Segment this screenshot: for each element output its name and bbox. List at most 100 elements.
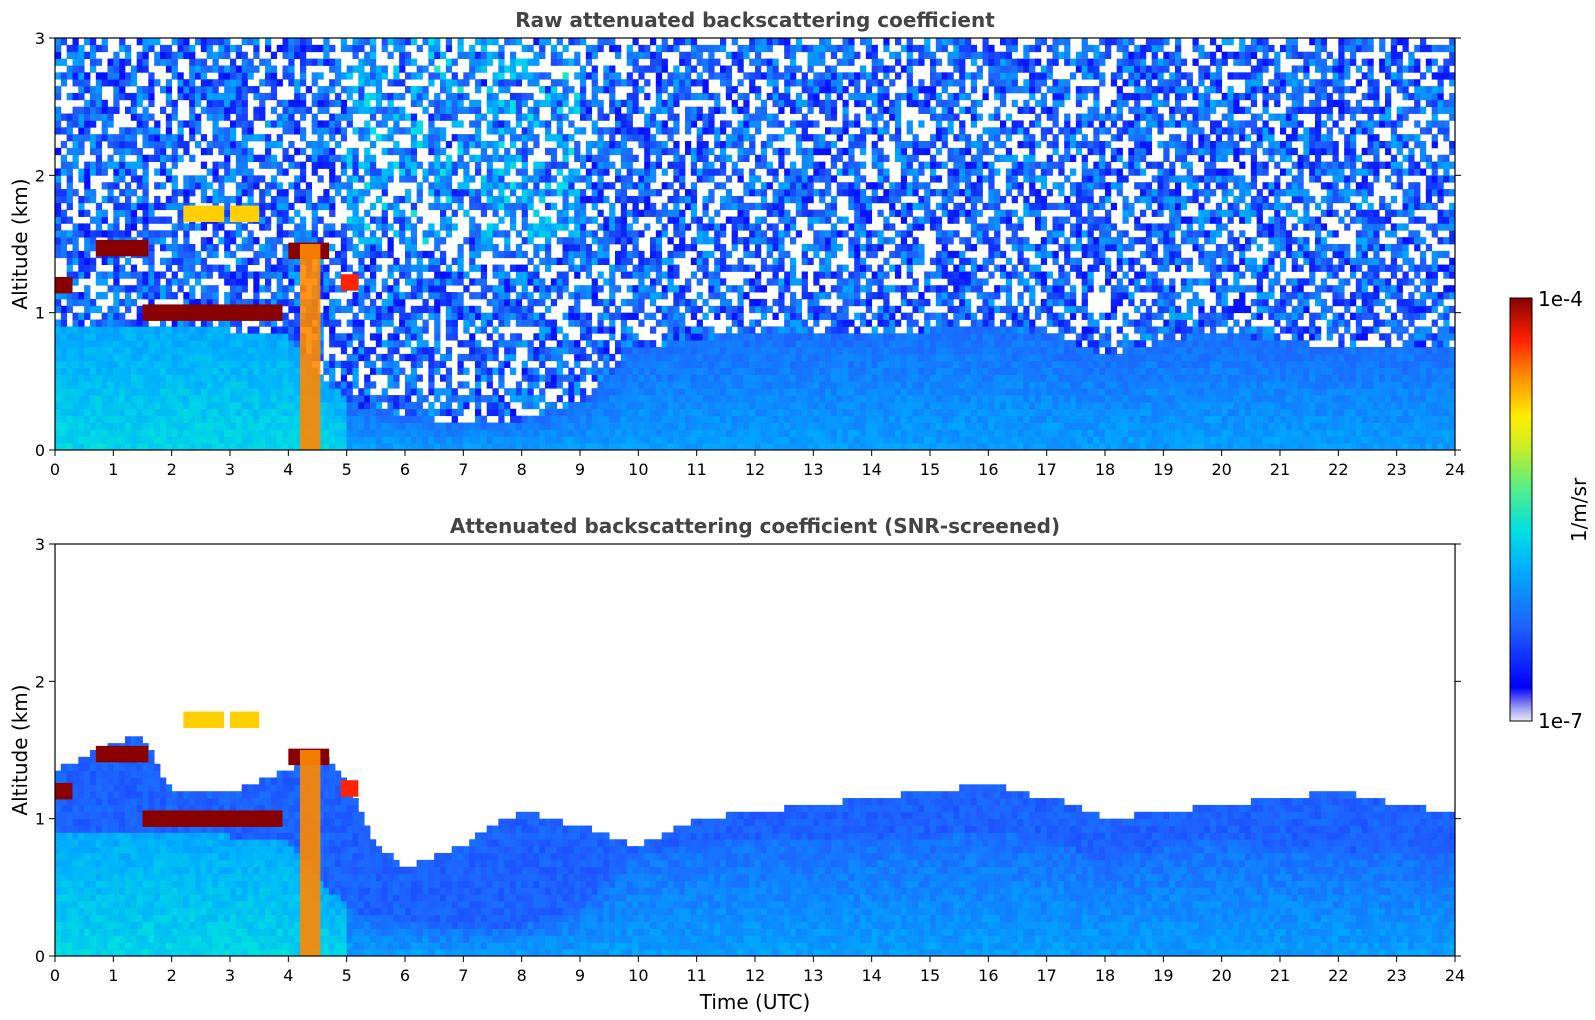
heatmap-cell bbox=[620, 154, 628, 162]
heatmap-cell bbox=[539, 168, 546, 176]
heatmap-cell bbox=[375, 264, 383, 272]
heatmap-cell bbox=[317, 120, 324, 128]
heatmap-cell bbox=[615, 312, 622, 320]
heatmap-cell bbox=[720, 340, 727, 348]
heatmap-cell bbox=[445, 99, 453, 108]
heatmap-cell bbox=[492, 340, 499, 348]
heatmap-cell bbox=[370, 429, 377, 437]
heatmap-cell bbox=[550, 429, 558, 437]
heatmap-cell bbox=[352, 401, 359, 410]
heatmap-cell bbox=[451, 278, 458, 286]
heatmap-cell bbox=[650, 209, 657, 217]
heatmap-cell bbox=[317, 408, 324, 417]
heatmap-cell bbox=[667, 360, 674, 368]
heatmap-cell bbox=[119, 209, 126, 217]
heatmap-cell bbox=[136, 86, 143, 94]
heatmap-cell bbox=[615, 374, 622, 382]
heatmap-cell bbox=[352, 65, 359, 73]
heatmap-cell bbox=[317, 415, 324, 423]
heatmap-cell bbox=[189, 175, 196, 183]
heatmap-cell bbox=[224, 216, 231, 224]
heatmap-cell bbox=[288, 51, 295, 59]
heatmap-cell bbox=[171, 401, 178, 410]
heatmap-cell bbox=[539, 388, 546, 396]
heatmap-cell bbox=[294, 127, 301, 135]
heatmap-cell bbox=[440, 250, 447, 259]
heatmap-cell bbox=[638, 141, 645, 149]
heatmap-cell bbox=[224, 230, 231, 238]
heatmap-cell bbox=[177, 333, 184, 341]
heatmap-cell bbox=[55, 305, 62, 314]
heatmap-cell bbox=[130, 360, 138, 368]
heatmap-cell bbox=[113, 216, 120, 224]
heatmap-cell bbox=[282, 106, 289, 114]
heatmap-cell bbox=[504, 347, 511, 355]
heatmap-cell bbox=[591, 257, 598, 265]
heatmap-cell bbox=[125, 51, 132, 59]
heatmap-cell bbox=[130, 216, 138, 224]
heatmap-cell bbox=[393, 443, 400, 450]
heatmap-cell bbox=[399, 113, 406, 121]
heatmap-cell bbox=[650, 401, 657, 410]
heatmap-cell bbox=[253, 436, 260, 444]
heatmap-cell bbox=[66, 134, 73, 142]
heatmap-cell bbox=[539, 285, 546, 293]
heatmap-cell bbox=[696, 92, 703, 101]
heatmap-cell bbox=[504, 65, 511, 73]
heatmap-cell bbox=[189, 182, 196, 190]
heatmap-cell bbox=[632, 51, 639, 59]
heatmap-cell bbox=[585, 175, 593, 183]
heatmap-cell bbox=[235, 147, 243, 156]
heatmap-cell bbox=[416, 326, 423, 334]
heatmap-cell bbox=[527, 58, 534, 66]
heatmap-cell bbox=[422, 237, 429, 245]
heatmap-cell bbox=[136, 436, 143, 444]
heatmap-cell bbox=[492, 147, 499, 156]
heatmap-cell bbox=[358, 436, 365, 444]
heatmap-cell bbox=[206, 333, 213, 341]
heatmap-cell bbox=[626, 92, 633, 101]
heatmap-cell bbox=[113, 161, 120, 169]
heatmap-cell bbox=[107, 319, 114, 327]
heatmap-cell bbox=[556, 216, 563, 224]
heatmap-cell bbox=[428, 99, 435, 108]
heatmap-cell bbox=[253, 271, 260, 279]
heatmap-cell bbox=[644, 209, 651, 217]
heatmap-cell bbox=[405, 422, 412, 430]
heatmap-cell bbox=[644, 257, 651, 265]
heatmap-cell bbox=[655, 319, 663, 327]
heatmap-cell bbox=[445, 319, 453, 327]
heatmap-cell bbox=[725, 216, 733, 224]
heatmap-cell bbox=[352, 353, 359, 362]
heatmap-cell bbox=[661, 106, 668, 114]
heatmap-cell bbox=[556, 113, 563, 121]
heatmap-cell bbox=[165, 285, 173, 293]
heatmap-cell bbox=[679, 388, 686, 396]
heatmap-cell bbox=[84, 86, 91, 94]
heatmap-cell bbox=[165, 429, 173, 437]
heatmap-cell bbox=[510, 278, 517, 286]
heatmap-cell bbox=[428, 134, 435, 142]
heatmap-cell bbox=[206, 340, 213, 348]
heatmap-cell bbox=[585, 319, 593, 327]
heatmap-cell bbox=[212, 168, 219, 176]
heatmap-cell bbox=[574, 436, 581, 444]
heatmap-cell bbox=[78, 58, 85, 66]
heatmap-cell bbox=[276, 257, 283, 265]
heatmap-cell bbox=[527, 113, 534, 121]
heatmap-cell bbox=[189, 244, 196, 252]
heatmap-cell bbox=[206, 429, 213, 437]
heatmap-cell bbox=[241, 127, 248, 135]
heatmap-cell bbox=[416, 99, 423, 108]
heatmap-cell bbox=[101, 395, 108, 403]
heatmap-cell bbox=[562, 154, 569, 162]
heatmap-cell bbox=[440, 134, 447, 142]
heatmap-cell bbox=[632, 99, 639, 108]
heatmap-cell bbox=[480, 230, 488, 238]
heatmap-cell bbox=[335, 250, 342, 259]
heatmap-cell bbox=[142, 120, 149, 128]
heatmap-cell bbox=[556, 79, 563, 87]
heatmap-cell bbox=[416, 360, 423, 368]
heatmap-cell bbox=[685, 326, 692, 334]
heatmap-cell bbox=[335, 189, 342, 197]
